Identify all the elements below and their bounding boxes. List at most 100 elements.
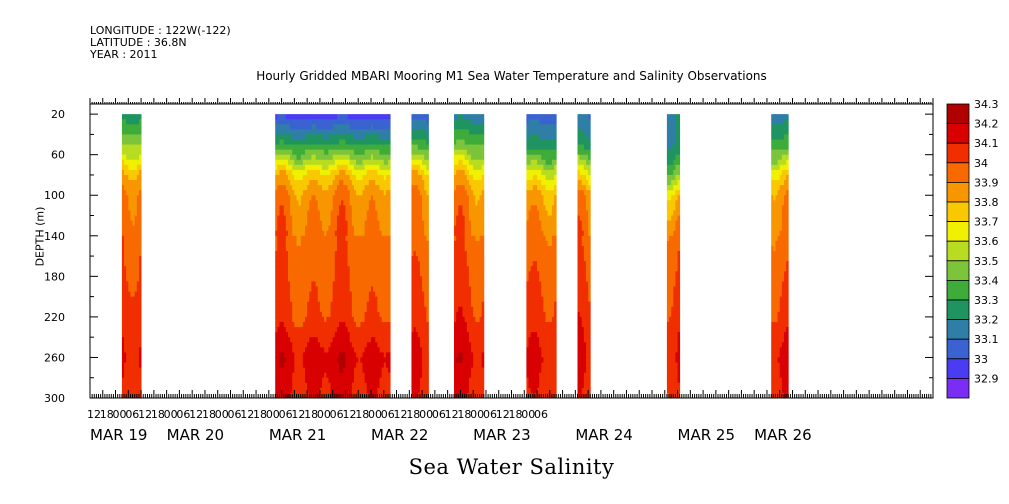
colorbar-swatch: [946, 162, 970, 183]
chart-title: Hourly Gridded MBARI Mooring M1 Sea Wate…: [256, 69, 767, 83]
x-hour-label: 12: [87, 408, 101, 421]
colorbar-label: 34.3: [974, 98, 999, 111]
colorbar-label: 34: [974, 157, 988, 170]
colorbar-label: 33.9: [974, 176, 999, 189]
x-hour-label: 00: [113, 408, 127, 421]
y-tick-label: 300: [44, 392, 65, 405]
x-hour-label: 18: [457, 408, 471, 421]
x-hour-label: 18: [406, 408, 420, 421]
x-hour-label: 00: [419, 408, 433, 421]
x-day-label: MAR 23: [473, 426, 530, 444]
x-hour-label: 06: [330, 408, 344, 421]
y-tick-label: 140: [44, 230, 65, 243]
salinity-segment: [577, 114, 591, 399]
x-hour-label: 00: [470, 408, 484, 421]
x-hour-label: 18: [151, 408, 165, 421]
x-day-label: MAR 24: [575, 426, 632, 444]
x-hour-label: 12: [445, 408, 459, 421]
y-tick-label: 20: [51, 108, 65, 121]
colorbar-label: 33.7: [974, 216, 999, 229]
x-hour-label: 18: [304, 408, 318, 421]
colorbar-label: 34.2: [974, 118, 999, 131]
x-hour-label: 06: [483, 408, 497, 421]
latitude-label: LATITUDE : 36.8N: [90, 36, 187, 49]
y-tick-label: 220: [44, 311, 65, 324]
colorbar-label: 33.3: [974, 294, 999, 307]
x-day-label: MAR 25: [678, 426, 735, 444]
x-hour-label: 00: [317, 408, 331, 421]
y-tick-label: 260: [44, 351, 65, 364]
colorbar-swatch: [946, 338, 970, 360]
x-hour-label: 06: [381, 408, 395, 421]
x-hour-label: 12: [342, 408, 356, 421]
x-day-label: MAR 26: [754, 426, 811, 444]
x-day-label: MAR 21: [269, 426, 326, 444]
x-hour-label: 18: [253, 408, 267, 421]
colorbar-label: 33: [974, 353, 988, 366]
colorbar-label: 32.9: [974, 372, 999, 385]
x-axis: 1218000612180006121800061218000612180006…: [87, 98, 934, 444]
x-hour-label: 06: [176, 408, 190, 421]
y-axis: 20 60 100 140 180 220 260 300: [44, 108, 933, 405]
year-label: YEAR : 2011: [90, 48, 158, 61]
x-day-label: MAR 20: [167, 426, 224, 444]
y-tick-label: 180: [44, 270, 65, 283]
x-hour-label: 18: [100, 408, 114, 421]
x-hour-label: 18: [355, 408, 369, 421]
colorbar-swatch: [946, 377, 970, 399]
salinity-segment: [121, 114, 142, 399]
colorbar-swatch: [946, 142, 970, 164]
colorbar-label: 33.2: [974, 314, 999, 327]
colorbar-swatch: [946, 221, 970, 242]
colorbar-swatch: [946, 181, 970, 203]
colorbar-label: 33.4: [974, 274, 999, 287]
x-hour-label: 18: [202, 408, 216, 421]
x-hour-label: 12: [189, 408, 203, 421]
salinity-segment: [454, 114, 485, 399]
colorbar-swatch: [946, 260, 970, 281]
colorbar-swatch: [946, 319, 970, 340]
colorbar-swatch: [946, 201, 970, 223]
salinity-segment: [526, 114, 557, 399]
x-hour-label: 18: [509, 408, 523, 421]
x-hour-label: 06: [432, 408, 446, 421]
x-hour-label: 00: [215, 408, 229, 421]
colorbar-swatch: [946, 279, 970, 301]
y-tick-label: 100: [44, 189, 65, 202]
salinity-segment: [275, 114, 391, 399]
x-hour-label: 06: [279, 408, 293, 421]
salinity-segment: [666, 114, 681, 399]
colorbar-label: 33.8: [974, 196, 999, 209]
x-day-label: MAR 19: [90, 426, 147, 444]
colorbar-label: 33.5: [974, 255, 999, 268]
colorbar-swatch: [946, 358, 970, 379]
plot-frame: [89, 103, 934, 399]
x-hour-label: 00: [266, 408, 280, 421]
x-hour-label: 12: [138, 408, 152, 421]
y-tick-label: 60: [51, 149, 65, 162]
colorbar-label: 34.1: [974, 137, 999, 150]
salinity-segment: [411, 114, 429, 399]
chart-subtitle: Sea Water Salinity: [408, 455, 615, 479]
x-hour-label: 00: [164, 408, 178, 421]
colorbar-swatch: [946, 240, 970, 262]
x-hour-label: 12: [496, 408, 510, 421]
colorbar-swatch: [946, 123, 970, 144]
x-hour-label: 00: [521, 408, 535, 421]
colorbar-swatch: [946, 103, 970, 125]
x-hour-label: 12: [291, 408, 305, 421]
x-hour-label: 12: [394, 408, 408, 421]
colorbar-swatch: [946, 299, 970, 321]
salinity-segment: [771, 114, 789, 399]
x-day-label: MAR 22: [371, 426, 428, 444]
colorbar-label: 33.1: [974, 333, 999, 346]
longitude-label: LONGITUDE : 122W(-122): [90, 24, 231, 37]
x-hour-label: 06: [534, 408, 548, 421]
x-hour-label: 06: [125, 408, 139, 421]
x-hour-label: 06: [228, 408, 242, 421]
x-hour-label: 00: [368, 408, 382, 421]
colorbar-label: 33.6: [974, 235, 999, 248]
x-hour-label: 12: [240, 408, 254, 421]
colorbar: 34.3 34.2 34.1 34 33.9 33.8 33.7 33.6 33.5 33.4 33…: [946, 98, 999, 399]
